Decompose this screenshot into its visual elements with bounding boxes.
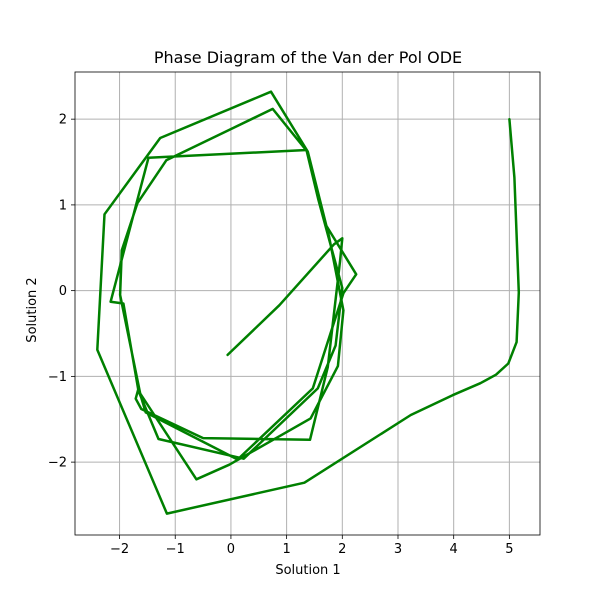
- x-tick-label: 2: [338, 542, 346, 557]
- x-tick-label: 1: [282, 542, 290, 557]
- phase-trajectory-line: [96, 90, 521, 515]
- y-axis-label: Solution 2: [25, 277, 40, 342]
- x-tick-label: 4: [450, 542, 458, 557]
- y-tick-label: 0: [59, 284, 67, 299]
- tick-layer: −2 −1 0 1 2 3 4 5 −2 −1 0 1 2: [48, 113, 514, 557]
- x-tick-label: 0: [227, 542, 235, 557]
- x-axis-label: Solution 1: [275, 563, 340, 578]
- series-layer: [96, 90, 521, 515]
- x-tick-label: 5: [505, 542, 513, 557]
- x-tick-label: −2: [110, 542, 129, 557]
- x-tick-label: 3: [394, 542, 402, 557]
- y-tick-label: −1: [48, 370, 67, 385]
- plot-area-frame: [74, 71, 541, 536]
- y-tick-label: 2: [59, 113, 67, 128]
- y-tick-label: −2: [48, 456, 67, 471]
- x-tick-label: −1: [166, 542, 185, 557]
- y-tick-label: 1: [59, 198, 67, 213]
- chart-title: Phase Diagram of the Van der Pol ODE: [154, 48, 462, 67]
